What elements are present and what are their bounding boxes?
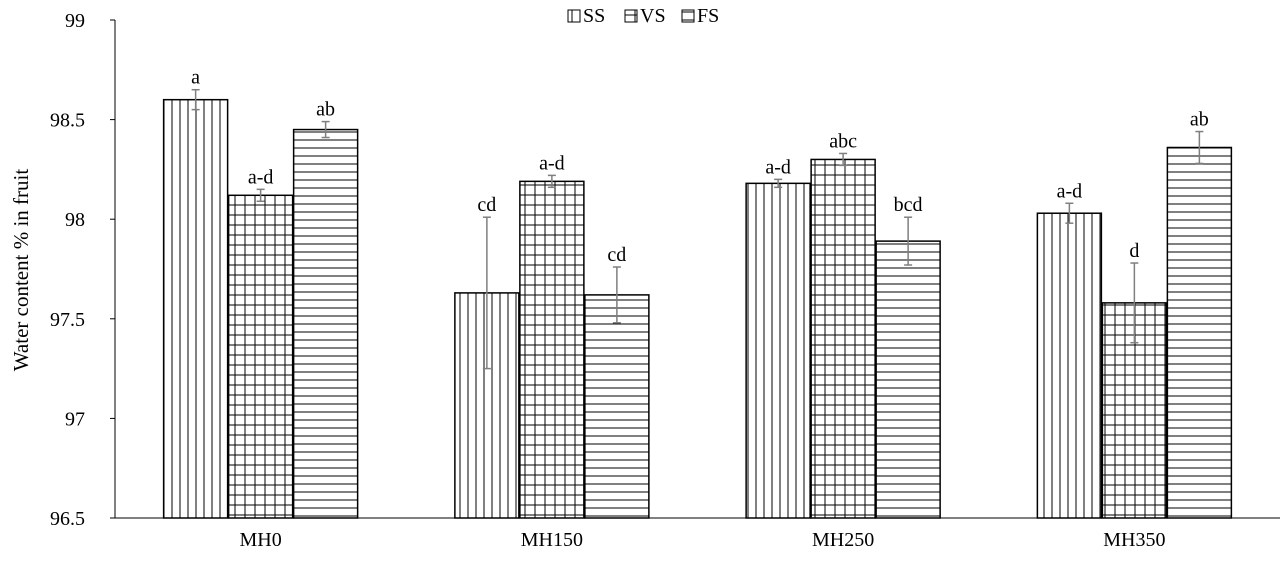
- y-tick-label: 98.5: [50, 110, 85, 132]
- significance-label: a-d: [539, 152, 565, 174]
- x-tick-label: MH350: [1103, 529, 1165, 551]
- significance-label: cd: [477, 194, 496, 216]
- significance-label: ab: [1190, 109, 1209, 131]
- tick-labels: 96.5 97 97.5 98 98.5 99 MH0 MH150 MH250 MH350: [50, 10, 1165, 551]
- y-axis-title: Water content % in fruit: [9, 169, 33, 372]
- bar: [810, 158, 876, 519]
- bar: [1166, 146, 1233, 519]
- legend-label: SS: [583, 5, 605, 27]
- bar: [519, 180, 585, 519]
- x-tick-label: MH250: [812, 529, 874, 551]
- significance-labels: a a-d ab cd a-d cd a-d abc bcd a-d d ab: [191, 67, 1209, 266]
- bar: [875, 240, 941, 519]
- legend-label: VS: [640, 5, 666, 27]
- bar: [1036, 212, 1103, 519]
- significance-label: a-d: [765, 156, 791, 178]
- significance-label: abc: [829, 130, 857, 152]
- legend-swatch: [567, 9, 581, 23]
- bar: [162, 98, 229, 519]
- error-bars: [191, 88, 1204, 370]
- y-tick-label: 99: [65, 10, 85, 32]
- legend-swatch: [681, 9, 695, 23]
- y-tick-label: 97.5: [50, 309, 85, 331]
- bar: [227, 194, 294, 519]
- x-tick-label: MH150: [521, 529, 583, 551]
- significance-label: a: [191, 67, 200, 89]
- bar: [745, 182, 811, 519]
- y-tick-label: 96.5: [50, 508, 85, 530]
- legend-swatch: [624, 9, 638, 23]
- bars: [162, 98, 1233, 519]
- y-tick-label: 98: [65, 209, 85, 231]
- significance-label: a-d: [248, 166, 274, 188]
- legend: SS VS FS: [567, 5, 719, 27]
- significance-label: cd: [607, 244, 626, 266]
- significance-label: ab: [316, 99, 335, 121]
- significance-label: d: [1129, 240, 1139, 262]
- bar: [584, 294, 650, 519]
- x-tick-label: MH0: [240, 529, 282, 551]
- bar: [292, 128, 359, 519]
- significance-label: bcd: [894, 194, 923, 216]
- y-tick-label: 97: [65, 408, 85, 430]
- significance-label: a-d: [1057, 180, 1083, 202]
- legend-label: FS: [697, 5, 719, 27]
